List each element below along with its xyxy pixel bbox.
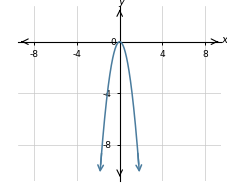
Text: y: y — [118, 0, 124, 7]
Text: 0: 0 — [110, 39, 116, 48]
Text: x: x — [220, 35, 226, 45]
